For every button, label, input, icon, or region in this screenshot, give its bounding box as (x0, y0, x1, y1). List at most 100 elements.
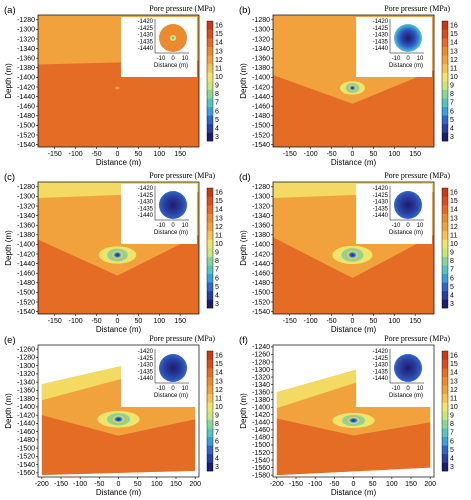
inset-x-axis-label: Distance (m) (389, 393, 423, 399)
colorbar-tick-label: 4 (215, 125, 219, 132)
y-tick-label: -1520 (17, 132, 35, 139)
y-tick-label: -1460 (17, 271, 35, 278)
colorbar-swatch (442, 213, 448, 223)
inset-x-tick-label: -10 (392, 223, 401, 229)
x-tick-label: 50 (369, 481, 377, 488)
y-tick-label: -1360 (17, 223, 35, 230)
x-tick-label: 100 (388, 318, 400, 325)
x-axis-label: Distance (m) (96, 488, 142, 497)
colorbar-tick-label: 14 (215, 370, 223, 377)
y-axis-label: Depth (m) (4, 230, 13, 266)
y-tick-label: -1540 (252, 142, 270, 149)
y-tick-label: -1300 (17, 194, 35, 201)
colorbar-swatch (207, 230, 213, 240)
x-tick-label: -150 (289, 481, 303, 488)
colorbar-swatch (442, 89, 448, 99)
colorbar-tick-label: 15 (450, 198, 458, 205)
colorbar-swatch (207, 290, 213, 300)
inset-y-tick-label: -1420 (138, 19, 154, 25)
inset-x-tick-label: 10 (182, 56, 189, 62)
colorbar-tick-label: 11 (450, 232, 457, 239)
inset-y-tick-label: -1430 (373, 363, 389, 369)
colorbar-tick-label: 14 (450, 207, 458, 214)
plume-core (111, 250, 124, 260)
colorbar-swatch (442, 256, 448, 266)
inset-y-tick-label: -1440 (138, 213, 154, 219)
colorbar-swatch (207, 106, 213, 116)
colorbar-swatch (207, 213, 213, 223)
colorbar-tick-label: 6 (450, 275, 454, 282)
panel-c: -1280 -1300 -1320 -1340 -1360 -1380 -1400 -1420… (4, 171, 223, 334)
colorbar-tick-label: 12 (215, 224, 223, 231)
x-tick-label: 0 (117, 481, 121, 488)
x-tick-label: 0 (352, 481, 356, 488)
colorbar-tick-label: 8 (450, 421, 454, 428)
inset-background (356, 347, 432, 407)
lower-layer (276, 418, 431, 476)
colorbar-swatch (442, 351, 448, 360)
colorbar-frame (206, 20, 214, 142)
colorbar-swatch (207, 462, 213, 472)
inset-y-tick-label: -1435 (138, 206, 154, 212)
y-tick-label: -1280 (17, 355, 35, 362)
colorbar-swatch (442, 453, 448, 463)
y-tick-label: -1380 (17, 65, 35, 72)
y-tick-label: -1300 (252, 194, 270, 201)
y-tick-label: -1580 (252, 472, 270, 479)
y-tick-label: -1360 (252, 389, 270, 396)
inset-y-tick-label: -1430 (373, 33, 389, 39)
x-tick-label: -50 (91, 318, 101, 325)
x-tick-label: 150 (409, 151, 421, 158)
y-tick-label: -1500 (252, 290, 270, 297)
y-tick-label: -1500 (17, 290, 35, 297)
y-tick-label: -1300 (17, 363, 35, 370)
lower-layer (38, 234, 199, 314)
colorbar-swatch (207, 368, 213, 378)
colorbar-tick-label: 10 (450, 74, 458, 81)
plume (115, 86, 120, 90)
colorbar-swatch (207, 188, 213, 197)
inset-y-tick-label: -1425 (373, 26, 389, 32)
panel-d: -1280 -1300 -1320 -1340 -1360 -1380 -1400 -1420… (239, 171, 458, 334)
x-tick-label: 100 (153, 318, 165, 325)
colorbar-swatch (207, 428, 213, 438)
colorbar-frame (441, 187, 449, 309)
inset: -1420-1425-1430-1435-1440-10 0 10Distance … (121, 17, 197, 77)
colorbar-swatch (207, 123, 213, 133)
colorbar-swatch (442, 46, 448, 56)
panel-b: -1280 -1300 -1320 -1340 -1360 -1380 -1400 -1420… (239, 4, 458, 167)
colorbar-tick-label: 5 (215, 284, 219, 291)
inset-y-tick-label: -1425 (373, 193, 389, 199)
y-tick-label: -1400 (17, 75, 35, 82)
colorbar-tick-label: 10 (450, 241, 458, 248)
colorbar-tick-label: 8 (450, 258, 454, 265)
colorbar-swatch (207, 256, 213, 266)
y-tick-label: -1500 (252, 123, 270, 130)
panel-label: (e) (4, 335, 16, 346)
colorbar-swatch (442, 196, 448, 206)
y-tick-label: -1420 (17, 251, 35, 258)
y-tick-label: -1380 (17, 232, 35, 239)
colorbar-tick-label: 12 (215, 387, 223, 394)
inset-disc (159, 191, 187, 219)
x-tick-label: 100 (151, 481, 163, 488)
colorbar-tick-label: 13 (215, 215, 223, 222)
panel-label: (a) (4, 5, 16, 16)
y-tick-label: -1420 (252, 84, 270, 91)
y-tick-label: -1340 (17, 46, 35, 53)
colorbar-tick-label: 13 (215, 48, 223, 55)
colorbar-tick-label: 6 (215, 275, 219, 282)
y-tick-label: -1540 (252, 457, 270, 464)
x-tick-label: -100 (69, 318, 83, 325)
colorbar-tick-label: 4 (450, 125, 454, 132)
inset: -1420-1425-1430-1435-1440-10 0 10Distance … (356, 184, 432, 244)
colorbar-swatch (442, 368, 448, 378)
inset-y-tick-label: -1440 (138, 376, 154, 382)
y-tick-label: -1280 (252, 359, 270, 366)
colorbar-swatch (207, 132, 213, 142)
lower-layer (38, 60, 199, 147)
y-tick-label: -1380 (17, 396, 35, 403)
y-tick-label: -1500 (17, 445, 35, 452)
x-tick-label: 150 (409, 318, 421, 325)
